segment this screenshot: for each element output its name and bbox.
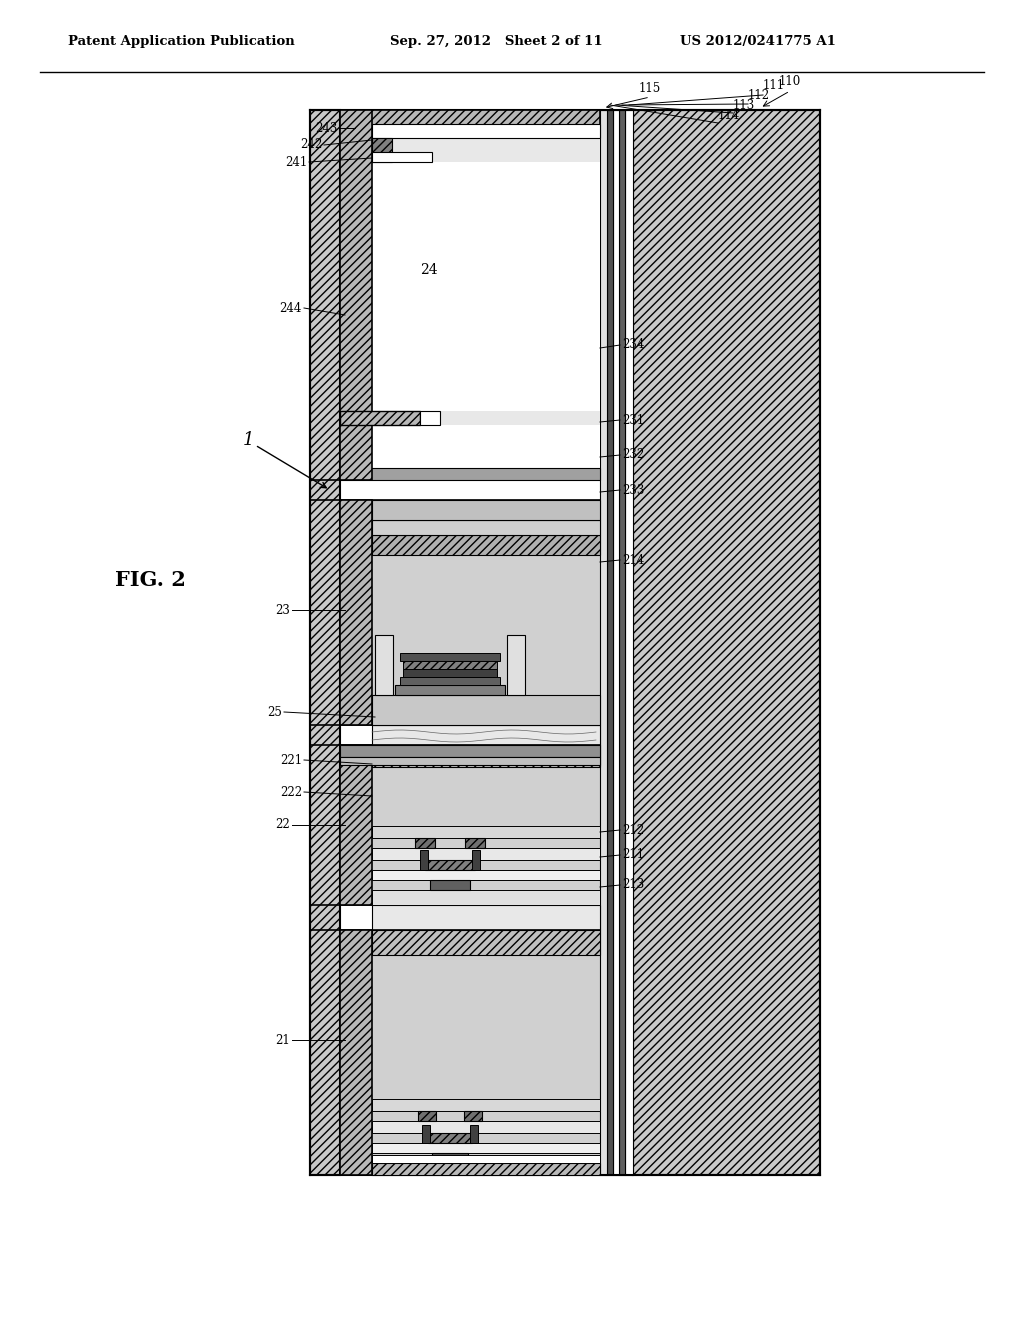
Bar bbox=[507, 635, 525, 696]
Bar bbox=[340, 411, 420, 425]
Text: 231: 231 bbox=[622, 413, 644, 426]
Bar bbox=[633, 110, 820, 1175]
Bar bbox=[375, 635, 393, 696]
Text: 234: 234 bbox=[622, 338, 644, 351]
Text: 212: 212 bbox=[622, 824, 644, 837]
Bar bbox=[310, 110, 340, 1175]
Text: FIG. 2: FIG. 2 bbox=[115, 570, 186, 590]
Bar bbox=[432, 1152, 468, 1163]
Bar bbox=[372, 696, 600, 725]
Bar bbox=[372, 425, 600, 469]
Bar bbox=[372, 1100, 600, 1111]
Text: 115: 115 bbox=[639, 82, 662, 95]
Text: 214: 214 bbox=[622, 553, 644, 566]
Bar bbox=[340, 500, 600, 725]
Text: 243: 243 bbox=[315, 121, 338, 135]
Text: 222: 222 bbox=[280, 785, 302, 799]
Bar bbox=[372, 906, 600, 931]
Bar bbox=[340, 110, 600, 469]
Bar bbox=[372, 500, 600, 520]
Bar bbox=[340, 469, 600, 480]
Bar bbox=[372, 931, 600, 954]
Bar bbox=[340, 744, 600, 756]
Bar bbox=[372, 1163, 600, 1175]
Bar bbox=[372, 139, 392, 162]
Text: 241: 241 bbox=[285, 156, 307, 169]
Bar bbox=[340, 931, 372, 1175]
Bar bbox=[420, 850, 428, 870]
Text: 242: 242 bbox=[300, 139, 322, 152]
Bar bbox=[372, 162, 600, 411]
Bar bbox=[422, 1125, 430, 1143]
Bar bbox=[340, 744, 372, 906]
Bar bbox=[372, 847, 600, 861]
Bar bbox=[428, 1133, 472, 1143]
Bar bbox=[372, 1163, 600, 1175]
Text: 110: 110 bbox=[779, 75, 801, 88]
Text: Sep. 27, 2012   Sheet 2 of 11: Sep. 27, 2012 Sheet 2 of 11 bbox=[390, 36, 603, 49]
Bar bbox=[372, 1121, 600, 1133]
Bar bbox=[400, 653, 500, 661]
Bar bbox=[310, 110, 820, 1175]
Bar bbox=[430, 880, 470, 890]
Text: US 2012/0241775 A1: US 2012/0241775 A1 bbox=[680, 36, 836, 49]
Bar bbox=[415, 838, 435, 847]
Text: 211: 211 bbox=[622, 849, 644, 862]
Bar bbox=[340, 931, 600, 1175]
Bar bbox=[472, 850, 480, 870]
Bar bbox=[372, 535, 600, 554]
Bar bbox=[470, 1125, 478, 1143]
Text: 1: 1 bbox=[243, 432, 254, 449]
Bar bbox=[340, 756, 600, 766]
Bar bbox=[372, 826, 600, 838]
Bar bbox=[372, 520, 600, 535]
Text: 24: 24 bbox=[420, 263, 437, 277]
Bar bbox=[465, 838, 485, 847]
Bar bbox=[625, 110, 633, 1175]
Bar bbox=[420, 411, 440, 425]
Bar bbox=[340, 110, 600, 480]
Bar bbox=[372, 152, 432, 162]
Text: 112: 112 bbox=[748, 88, 770, 102]
Bar bbox=[340, 110, 372, 480]
Text: 113: 113 bbox=[733, 99, 756, 112]
Text: 114: 114 bbox=[718, 110, 740, 121]
Bar bbox=[340, 744, 600, 906]
Bar bbox=[613, 110, 618, 1175]
Bar bbox=[418, 1111, 436, 1121]
Bar bbox=[372, 1143, 600, 1152]
Bar bbox=[372, 890, 600, 906]
Text: 23: 23 bbox=[275, 603, 290, 616]
Bar bbox=[340, 110, 600, 139]
Bar bbox=[372, 725, 600, 744]
Bar bbox=[403, 661, 497, 669]
Bar bbox=[372, 124, 600, 139]
Text: 111: 111 bbox=[763, 79, 785, 92]
Bar bbox=[618, 110, 625, 1175]
Text: 21: 21 bbox=[275, 1034, 290, 1047]
Text: Patent Application Publication: Patent Application Publication bbox=[68, 36, 295, 49]
Bar bbox=[400, 677, 500, 685]
Text: 25: 25 bbox=[267, 705, 282, 718]
Bar bbox=[340, 500, 372, 725]
Bar bbox=[403, 669, 497, 677]
Text: 213: 213 bbox=[622, 879, 644, 891]
Text: 232: 232 bbox=[622, 449, 644, 462]
Bar bbox=[372, 1155, 600, 1163]
Bar bbox=[372, 870, 600, 880]
Text: 244: 244 bbox=[280, 301, 302, 314]
Text: 22: 22 bbox=[275, 818, 290, 832]
Bar bbox=[464, 1111, 482, 1121]
Bar bbox=[372, 744, 600, 767]
Bar bbox=[395, 685, 505, 696]
Bar bbox=[607, 110, 613, 1175]
Bar bbox=[425, 861, 475, 870]
Text: 233: 233 bbox=[622, 483, 644, 496]
Text: 221: 221 bbox=[280, 754, 302, 767]
Bar bbox=[600, 110, 607, 1175]
